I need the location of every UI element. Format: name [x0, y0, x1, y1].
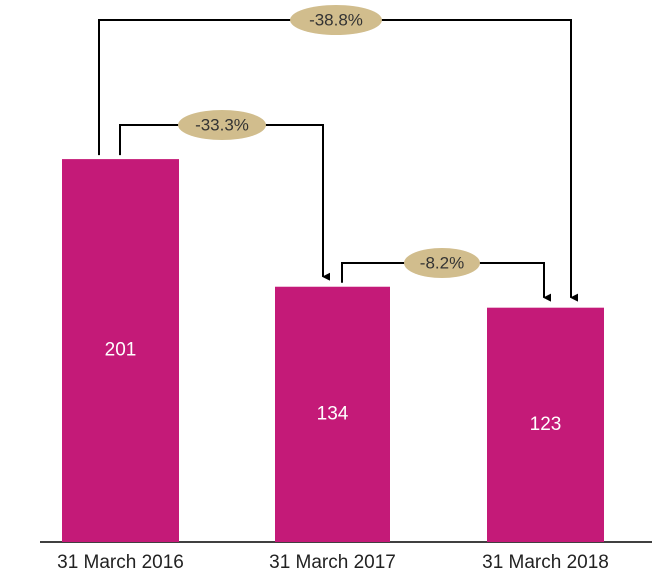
annotation-badge: [404, 248, 480, 278]
annotation-label: -8.2%: [420, 253, 464, 272]
annotation-label: -38.8%: [309, 10, 363, 29]
value-label: 201: [105, 340, 137, 361]
x-tick-label: 31 March 2018: [482, 552, 609, 573]
annotation-label: -33.3%: [195, 115, 249, 134]
bar: [275, 286, 390, 542]
value-label: 123: [530, 414, 562, 435]
annotation-badge: [290, 5, 382, 35]
x-tick-label: 31 March 2017: [269, 552, 396, 573]
x-tick-label: 31 March 2016: [57, 552, 184, 573]
value-label: 134: [317, 403, 349, 424]
bar: [62, 159, 179, 542]
annotation-badge: [178, 110, 266, 140]
bar: [487, 307, 604, 542]
